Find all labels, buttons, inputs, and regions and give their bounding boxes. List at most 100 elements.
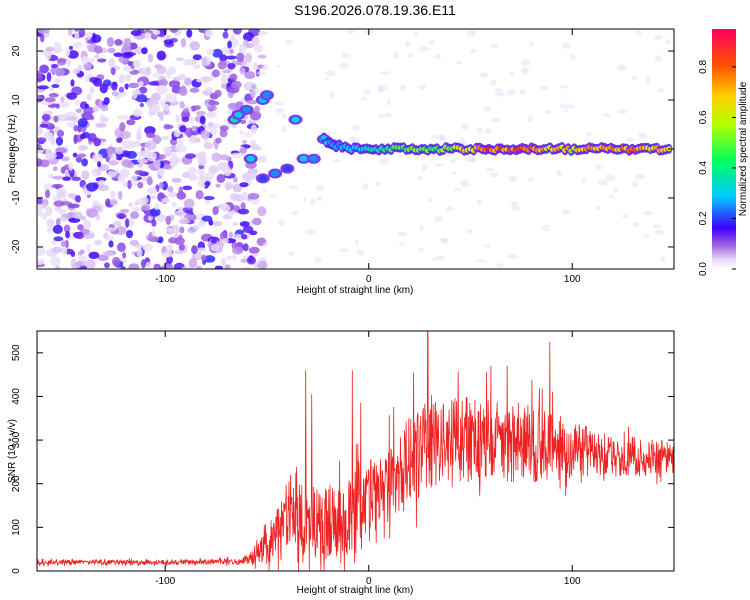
spectrogram-noise-blob [128,263,140,269]
spectrogram-noise-blob [65,116,77,121]
spectrogram-noise-blob [232,29,242,35]
spectrogram-noise-blob [56,190,65,198]
spectrogram-noise-blob [236,52,245,63]
snr-ytick-label: 500 [11,344,22,361]
spectrogram-noise-blob [82,233,95,239]
spectrogram-noise-blob [60,156,70,162]
spectrogram-xlabel: Height of straight line (km) [297,285,414,296]
spectrogram-noise-blob [105,227,117,232]
snr-ytick-label: 0 [11,568,22,574]
spectrogram-noise-blob [119,130,132,140]
spectrogram-noise-blob [147,53,154,63]
spectrogram-noise-blob [179,226,185,234]
spectrogram-faint-blob [631,75,638,81]
spectrogram-noise-blob [128,202,134,208]
spectrogram-noise-blob [189,116,194,125]
spectrogram-noise-blob [153,29,161,35]
spectrogram-noise-blob [60,96,65,103]
spectrogram-noise-blob [241,234,248,240]
spectrogram-noise-blob [77,255,88,262]
spectrogram-noise-blob [131,207,142,212]
spectrogram-faint-blob [244,131,253,138]
spectrogram-noise-blob [125,150,138,159]
spectrogram-faint-blob [616,109,627,115]
spectrogram-noise-blob [203,142,214,149]
spectrogram-noise-blob [116,90,127,97]
spectrogram-noise-blob [65,57,72,67]
spectrogram-noise-blob [53,200,65,207]
spectrogram-faint-blob [491,117,501,123]
spectrogram-noise-blob [158,154,166,160]
spectrogram-noise-blob [237,208,250,215]
spectrogram-faint-blob [435,163,444,167]
spectrogram-noise-blob [92,153,104,163]
spectrogram-noise-blob [171,201,177,208]
spectrogram-noise-blob [222,69,232,74]
spectrogram-noise-blob [71,176,82,182]
spectrogram-noise-blob [178,87,188,96]
spectrogram-noise-blob [231,152,243,159]
spectrogram-noise-blob [161,197,171,203]
spectrogram-noise-blob [219,154,230,161]
spectrogram-faint-blob [490,79,497,86]
spectrogram-noise-blob [162,263,174,269]
spectrogram-noise-blob [169,29,179,33]
spectrogram-noise-blob [232,221,238,227]
spectrogram-faint-blob [421,164,428,172]
spectrogram-ytick-label: 10 [11,94,22,106]
spectrogram-faint-blob [288,185,299,189]
spectrogram-noise-blob [251,36,260,46]
spectrogram-faint-blob [458,138,466,145]
spectrogram-noise-blob [56,129,65,138]
spectrogram-faint-blob [274,100,284,106]
spectrogram-noise-blob [53,115,59,123]
spectrogram-noise-blob [78,144,88,151]
spectrogram-faint-blob [361,96,367,101]
spectrogram-noise-blob [223,29,228,32]
spectrogram-noise-blob [111,81,118,91]
spectrogram-noise-blob [186,29,193,38]
spectrogram-noise-blob [158,166,166,176]
spectrogram-noise-blob [199,115,206,125]
spectrogram-faint-blob [506,89,516,96]
spectrogram-noise-blob [192,224,200,230]
spectrogram-noise-blob [176,139,184,145]
spectrogram-noise-blob [166,35,171,40]
spectrogram-noise-blob [240,258,249,263]
spectrogram-noise-blob [46,151,57,160]
spectrogram-faint-blob [476,199,483,205]
spectrogram-noise-blob [145,261,152,268]
spectrogram-noise-blob [68,217,81,223]
spectrogram-faint-blob [489,172,499,178]
spectrogram-xtick-label: -100 [155,274,175,285]
spectrogram-noise-blob [37,126,43,136]
spectrogram-noise-blob [242,139,247,144]
spectrogram-noise-blob [191,125,197,132]
spectrogram-noise-blob [178,218,191,224]
spectrogram-noise-blob [198,219,206,228]
spectrogram-noise-blob [59,101,70,108]
spectrogram-noise-blob [173,129,181,138]
spectrogram-noise-blob [127,179,132,190]
spectrogram-faint-blob [446,206,453,212]
spectrogram-faint-blob [354,239,360,246]
spectrogram-faint-blob [449,159,457,163]
spectrogram-faint-blob [652,224,662,229]
spectrogram-noise-blob [82,63,93,69]
spectrogram-faint-blob [377,114,386,119]
spectrogram-noise-blob [227,40,233,49]
spectrogram-noise-blob [219,231,228,240]
spectrogram-noise-blob [196,247,207,253]
spectrogram-noise-blob [121,52,134,59]
spectrogram-noise-blob [179,101,185,109]
spectrogram-noise-blob [165,228,174,233]
spectrogram-noise-blob [242,243,249,252]
spectrogram-noise-blob [151,219,157,227]
spectrogram-noise-blob [59,216,65,222]
spectrogram-noise-blob [83,106,95,114]
spectrogram-noise-blob [141,204,151,212]
spectrogram-noise-blob [252,61,259,71]
spectrogram-noise-blob [173,210,186,217]
spectrogram-noise-blob [219,125,229,132]
spectrogram-noise-blob [247,192,260,200]
